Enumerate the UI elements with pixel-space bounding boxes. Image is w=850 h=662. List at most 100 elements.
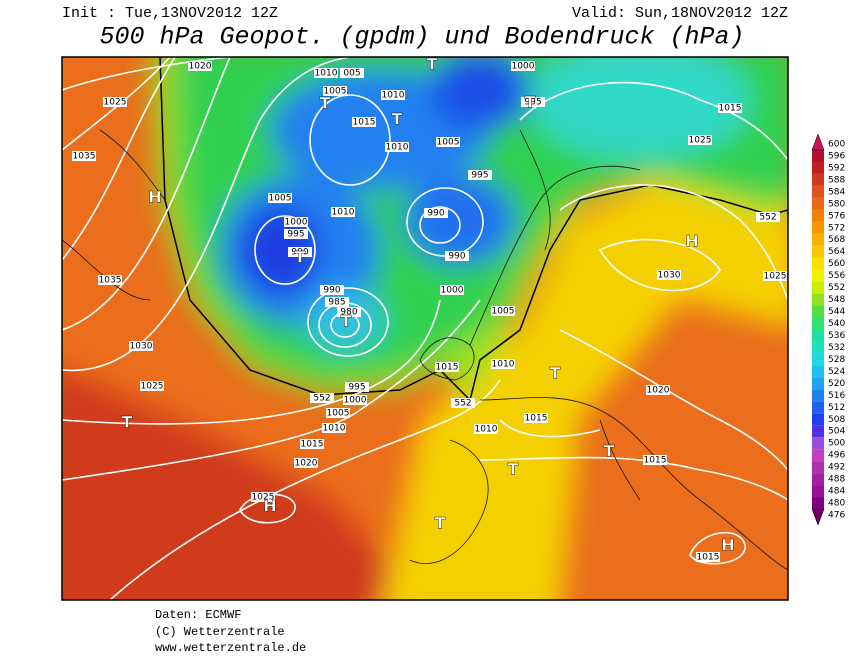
isobar-label-bg bbox=[763, 271, 787, 281]
isobar-label-bg bbox=[468, 170, 492, 180]
map-title: 500 hPa Geopot. (gpdm) und Bodendruck (h… bbox=[99, 23, 744, 52]
isobar-label-bg bbox=[474, 424, 498, 434]
colorbar-swatch bbox=[812, 269, 824, 282]
isobar-label: 1010 bbox=[386, 143, 409, 153]
colorbar-label: 600 bbox=[828, 140, 845, 150]
colorbar-swatch bbox=[812, 365, 824, 378]
colorbar-swatch bbox=[812, 317, 824, 330]
colorbar-label: 536 bbox=[828, 331, 845, 341]
colorbar-label: 476 bbox=[828, 511, 845, 521]
isobar-label: 985 bbox=[328, 298, 345, 308]
isobar-label: 1000 bbox=[441, 286, 464, 296]
isobar-label: 1015 bbox=[353, 118, 376, 128]
pressure-center: T bbox=[320, 94, 331, 113]
isobar-label: 1000 bbox=[344, 396, 367, 406]
isobar-label: 1015 bbox=[301, 440, 324, 450]
isobar-label-bg bbox=[325, 297, 349, 307]
isobar-label-bg bbox=[491, 306, 515, 316]
isobar-label: 1010 bbox=[492, 360, 515, 370]
isobar-label: 1030 bbox=[658, 271, 681, 281]
isobar-label: 1000 bbox=[285, 218, 308, 228]
isobar-label: 005 bbox=[343, 69, 360, 79]
pressure-center: H bbox=[721, 536, 734, 555]
isobar-label: 1025 bbox=[689, 136, 712, 146]
isobar-label-bg bbox=[310, 393, 334, 403]
colorbar-label: 504 bbox=[828, 427, 845, 437]
colorbar-swatch bbox=[812, 485, 824, 498]
colorbar-label: 492 bbox=[828, 463, 845, 473]
isobar-label-bg bbox=[300, 439, 324, 449]
isobar-label-bg bbox=[424, 208, 448, 218]
colorbar-swatch bbox=[812, 245, 824, 258]
colorbar-swatch bbox=[812, 281, 824, 294]
isobar-label-bg bbox=[435, 362, 459, 372]
isobar-label: 1015 bbox=[644, 456, 667, 466]
isobar-label-bg bbox=[251, 492, 275, 502]
isobar-label-bg bbox=[381, 90, 405, 100]
isobar-label-bg bbox=[491, 359, 515, 369]
isobar-label: 1015 bbox=[525, 414, 548, 424]
isobar-label-bg bbox=[284, 229, 308, 239]
colorbar-end bbox=[811, 133, 825, 151]
isobar-label-bg bbox=[445, 251, 469, 261]
website: www.wetterzentrale.de bbox=[155, 641, 306, 655]
colorbar-swatch bbox=[812, 461, 824, 474]
isobar-label-bg bbox=[643, 455, 667, 465]
isobar-label-bg bbox=[320, 285, 344, 295]
pressure-center: T bbox=[604, 442, 615, 461]
colorbar-end bbox=[811, 508, 825, 526]
isobar-label-bg bbox=[326, 408, 350, 418]
isobar-label-bg bbox=[268, 193, 292, 203]
isobar-label-bg bbox=[440, 285, 464, 295]
colorbar-label: 512 bbox=[828, 403, 845, 413]
isobar-label-bg bbox=[521, 97, 545, 107]
colorbar-label: 520 bbox=[828, 379, 845, 389]
colorbar-swatch bbox=[812, 425, 824, 438]
colorbar-swatch bbox=[812, 185, 824, 198]
colorbar-label: 552 bbox=[828, 283, 845, 293]
pressure-center: H bbox=[148, 188, 161, 207]
isobar-label: 1010 bbox=[332, 208, 355, 218]
colorbar-label: 580 bbox=[828, 199, 845, 209]
colorbar-label: 584 bbox=[828, 187, 845, 197]
colorbar-swatch bbox=[812, 197, 824, 210]
pressure-center: T bbox=[508, 460, 519, 479]
colorbar-swatch bbox=[812, 329, 824, 342]
colorbar-label: 508 bbox=[828, 415, 845, 425]
isobar-label: 990 bbox=[291, 248, 308, 258]
pressure-center: T bbox=[550, 364, 561, 383]
isobar-label-bg bbox=[511, 61, 535, 71]
data-source: Daten: ECMWF bbox=[155, 608, 241, 622]
isobar-label-bg bbox=[103, 97, 127, 107]
isobar-label: 990 bbox=[427, 209, 444, 219]
isobar-label-bg bbox=[98, 275, 122, 285]
isobar-label: 995 bbox=[471, 171, 488, 181]
pressure-center: T bbox=[525, 93, 536, 112]
isobar-label: 1025 bbox=[141, 382, 164, 392]
colorbar-label: 560 bbox=[828, 259, 845, 269]
colorbar-label: 544 bbox=[828, 307, 845, 317]
isobar-label-bg bbox=[294, 458, 318, 468]
isobar-label: 995 bbox=[524, 98, 541, 108]
isobar-label-bg bbox=[756, 212, 780, 222]
colorbar-label: 524 bbox=[828, 367, 845, 377]
isobar-label: 1005 bbox=[324, 87, 347, 97]
isobar-label-bg bbox=[451, 398, 475, 408]
colorbar-label: 532 bbox=[828, 343, 845, 353]
colorbar-swatch bbox=[812, 209, 824, 222]
colorbar-swatch bbox=[812, 353, 824, 366]
isobar-label: 552 bbox=[454, 399, 471, 409]
colorbar-label: 500 bbox=[828, 439, 845, 449]
isobar-label-bg bbox=[188, 61, 212, 71]
copyright: (C) Wetterzentrale bbox=[155, 625, 285, 639]
colorbar-swatch bbox=[812, 389, 824, 402]
colorbar-swatch bbox=[812, 497, 824, 510]
isobar-label: 1015 bbox=[719, 104, 742, 114]
isobar-label: 1015 bbox=[697, 553, 720, 563]
isobar-label: 995 bbox=[348, 383, 365, 393]
isobar-label: 1020 bbox=[295, 459, 318, 469]
isobar-label-bg bbox=[385, 142, 409, 152]
colorbar-label: 568 bbox=[828, 235, 845, 245]
pressure-center: T bbox=[295, 248, 306, 267]
colorbar-label: 588 bbox=[828, 175, 845, 185]
